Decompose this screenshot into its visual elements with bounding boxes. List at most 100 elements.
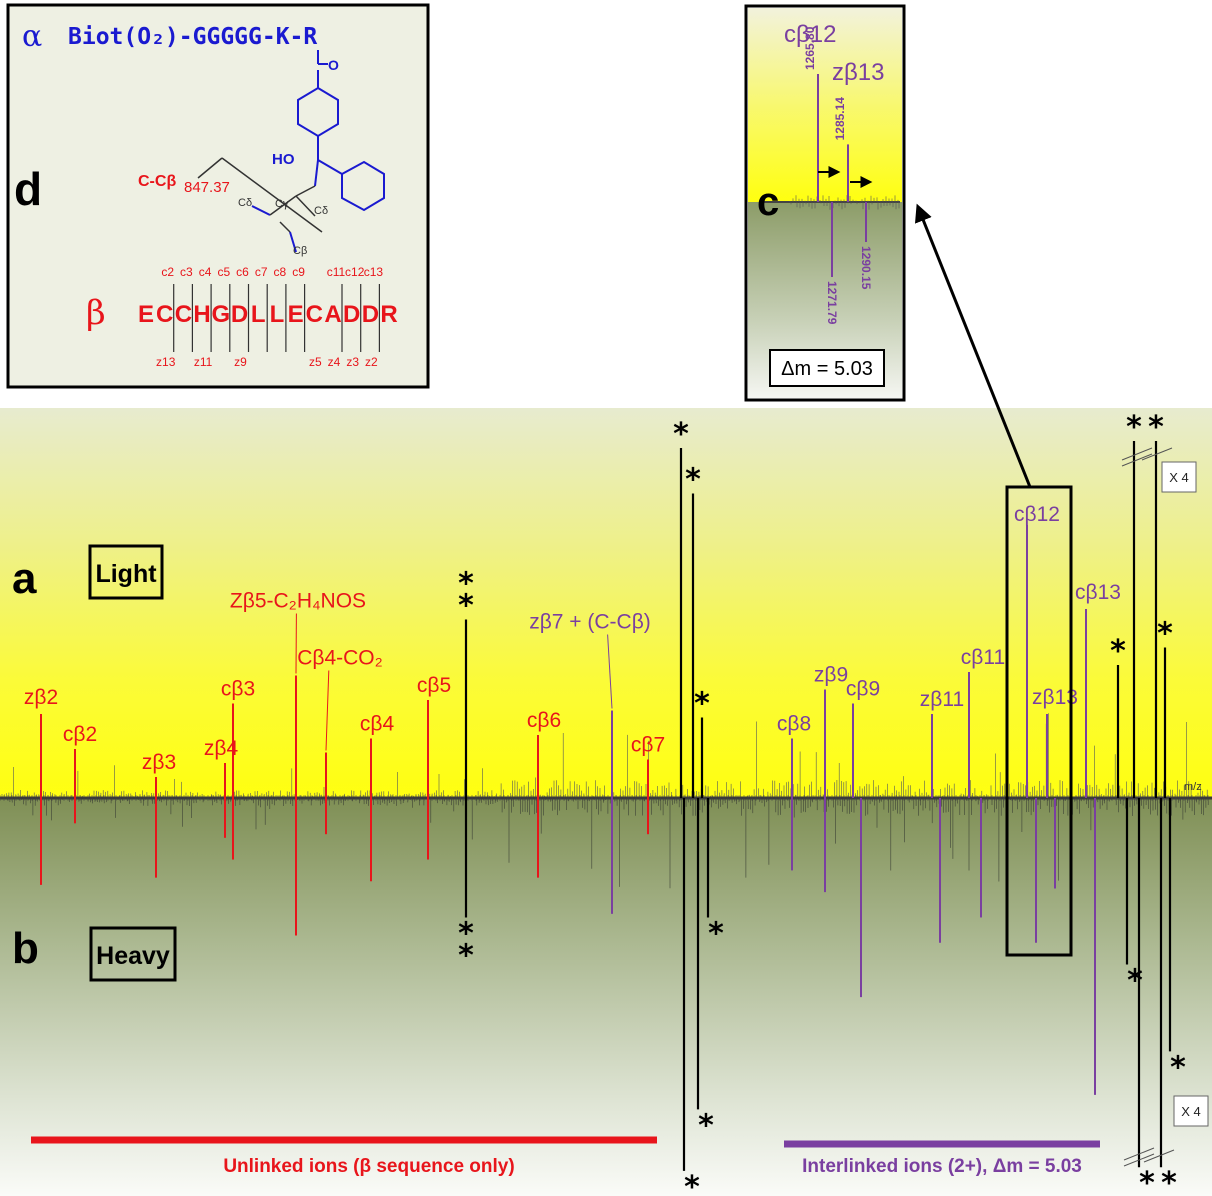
light-peak-marker: * — [685, 463, 701, 498]
heavy-peak-marker: * — [458, 916, 474, 951]
beta-residue: E — [288, 301, 304, 328]
peak-label-leader — [607, 634, 613, 709]
hydroxyl-label: HO — [272, 151, 295, 168]
heavy-peak-marker: * — [458, 938, 474, 973]
zoom-light-mz: 1285.14 — [833, 97, 847, 141]
c-ion-label: c11 — [327, 265, 346, 279]
c-gamma-label: Cγ — [275, 198, 289, 210]
zoom-peaks: 1265.80 1285.14 1271.79 1290.15 — [803, 26, 873, 324]
peak-label: zβ4 — [204, 737, 239, 760]
peak-label: zβ7 + (C-Cβ) — [529, 611, 651, 634]
beta-residue: C — [156, 301, 173, 328]
c-ion-label: c2 — [161, 265, 174, 279]
heavy-peak-marker: * — [708, 916, 724, 951]
heavy-peak-marker: * — [1139, 1166, 1155, 1196]
annotated-peaks: ******* ********* **zβ2cβ2zβ3zβ4cβ3Zβ5-C₂H… — [24, 410, 1186, 1196]
svg-text:Light: Light — [95, 560, 157, 588]
beta-residue: C — [175, 301, 192, 328]
crosslinker-structure-lines — [197, 157, 323, 233]
heavy-background — [0, 798, 1212, 1196]
c-delta-label-left: Cδ — [238, 197, 252, 209]
zoom-heavy-mz: 1271.79 — [825, 281, 839, 325]
zoom-label-z13: zβ13 — [832, 59, 885, 86]
light-peak-marker: * — [673, 417, 689, 452]
c-ion-label: c9 — [292, 265, 305, 279]
peak-label: cβ12 — [1014, 503, 1060, 526]
z-ion-label: z3 — [346, 355, 359, 369]
peak-label: Zβ5-C₂H₄NOS — [230, 590, 366, 613]
zoom-label-c12: cβ12 — [784, 21, 837, 48]
peak-label-leader — [325, 670, 330, 751]
beta-residue: L — [251, 301, 266, 328]
scale-break-bottom — [1123, 1147, 1175, 1167]
cleavage-mass: 847.37 — [184, 179, 230, 196]
z-ion-label: z5 — [309, 355, 322, 369]
peak-label: zβ2 — [24, 686, 58, 709]
light-peak-marker: * — [1148, 410, 1164, 445]
peak-label: zβ11 — [920, 688, 964, 711]
beta-residue: E — [138, 301, 154, 328]
main-spectrum: m/z ******* ********* **zβ2cβ2zβ3zβ4cβ3Zβ5… — [0, 203, 1212, 1196]
interlinked-bar-label: Interlinked ions (2+), Δm = 5.03 — [802, 1156, 1082, 1177]
z-ion-label: z9 — [234, 355, 247, 369]
beta-residue: H — [193, 301, 210, 328]
heavy-label-box: Heavy — [89, 926, 177, 982]
unlinked-bar-label: Unlinked ions (β sequence only) — [223, 1156, 514, 1177]
svg-text:Δm = 5.03: Δm = 5.03 — [781, 358, 873, 380]
scale-badge-top: X 4 — [1161, 461, 1197, 493]
c-ion-label: c7 — [255, 265, 268, 279]
beta-residue: L — [270, 301, 285, 328]
beta-residue: D — [343, 301, 360, 328]
cleavage-label: C-Cβ — [138, 173, 176, 190]
c-ion-label: c8 — [274, 265, 287, 279]
c-delta-label-right: Cδ — [314, 205, 328, 217]
panel-letter-c: c — [757, 180, 779, 224]
oxygen-label: O — [328, 57, 339, 73]
heavy-peak-marker: * — [1170, 1050, 1186, 1085]
z-ion-label: z2 — [365, 355, 378, 369]
peak-label: cβ11 — [961, 646, 1005, 669]
panel-d-structure: α Biot(O₂)-GGGGG-K-R d O HO Cγ Cδ — [6, 3, 430, 389]
c-ion-label: c13 — [364, 265, 384, 279]
heavy-peak-marker: * — [1127, 964, 1143, 999]
light-peak-marker: * — [458, 589, 474, 624]
peak-label: cβ7 — [631, 734, 665, 757]
svg-text:Heavy: Heavy — [96, 942, 170, 970]
c-ion-label: c5 — [217, 265, 230, 279]
peak-label: cβ8 — [777, 713, 811, 736]
z-ion-label: z13 — [156, 355, 176, 369]
peak-label: zβ3 — [142, 751, 176, 774]
light-peak-marker: * — [694, 687, 710, 722]
panel-letter-a: a — [12, 554, 37, 603]
beta-residue: A — [324, 301, 341, 328]
delta-m-box: Δm = 5.03 — [769, 349, 885, 387]
light-peak-marker: * — [458, 567, 474, 602]
svg-text:X 4: X 4 — [1181, 1104, 1201, 1119]
scale-break-top — [1121, 447, 1173, 467]
light-peak-marker: * — [1157, 617, 1173, 652]
peak-label: zβ9 — [814, 664, 848, 687]
beta-symbol: β — [86, 293, 106, 333]
beta-residue: G — [211, 301, 230, 328]
zoom-heavy-mz: 1290.15 — [859, 246, 873, 290]
peak-label: cβ2 — [63, 723, 97, 746]
zoom-box — [1005, 485, 1073, 957]
peak-label: cβ5 — [417, 674, 451, 697]
peak-label: cβ13 — [1075, 581, 1121, 604]
heavy-peak-marker: * — [698, 1108, 714, 1143]
svg-text:X 4: X 4 — [1169, 470, 1189, 485]
alpha-symbol: α — [22, 19, 42, 54]
peak-label: zβ13 — [1032, 686, 1078, 709]
axis-xlabel: m/z — [1184, 781, 1202, 793]
beta-fragment-ions: c2 c3 c4 c5 c6 c7 c8 c9 c11 c12 c13 z13 z11 z9 z5 z4 z3 z… — [156, 265, 383, 369]
c-ion-label: c12 — [345, 265, 365, 279]
zoom-light-mz: 1265.80 — [803, 26, 817, 70]
peak-label: cβ3 — [221, 678, 255, 701]
peak-label: cβ6 — [527, 709, 561, 732]
peak-label: cβ4 — [360, 713, 395, 736]
beta-residue: D — [231, 301, 248, 328]
heavy-peak-marker: * — [1161, 1166, 1177, 1196]
zoom-noise-peaks — [789, 195, 900, 210]
